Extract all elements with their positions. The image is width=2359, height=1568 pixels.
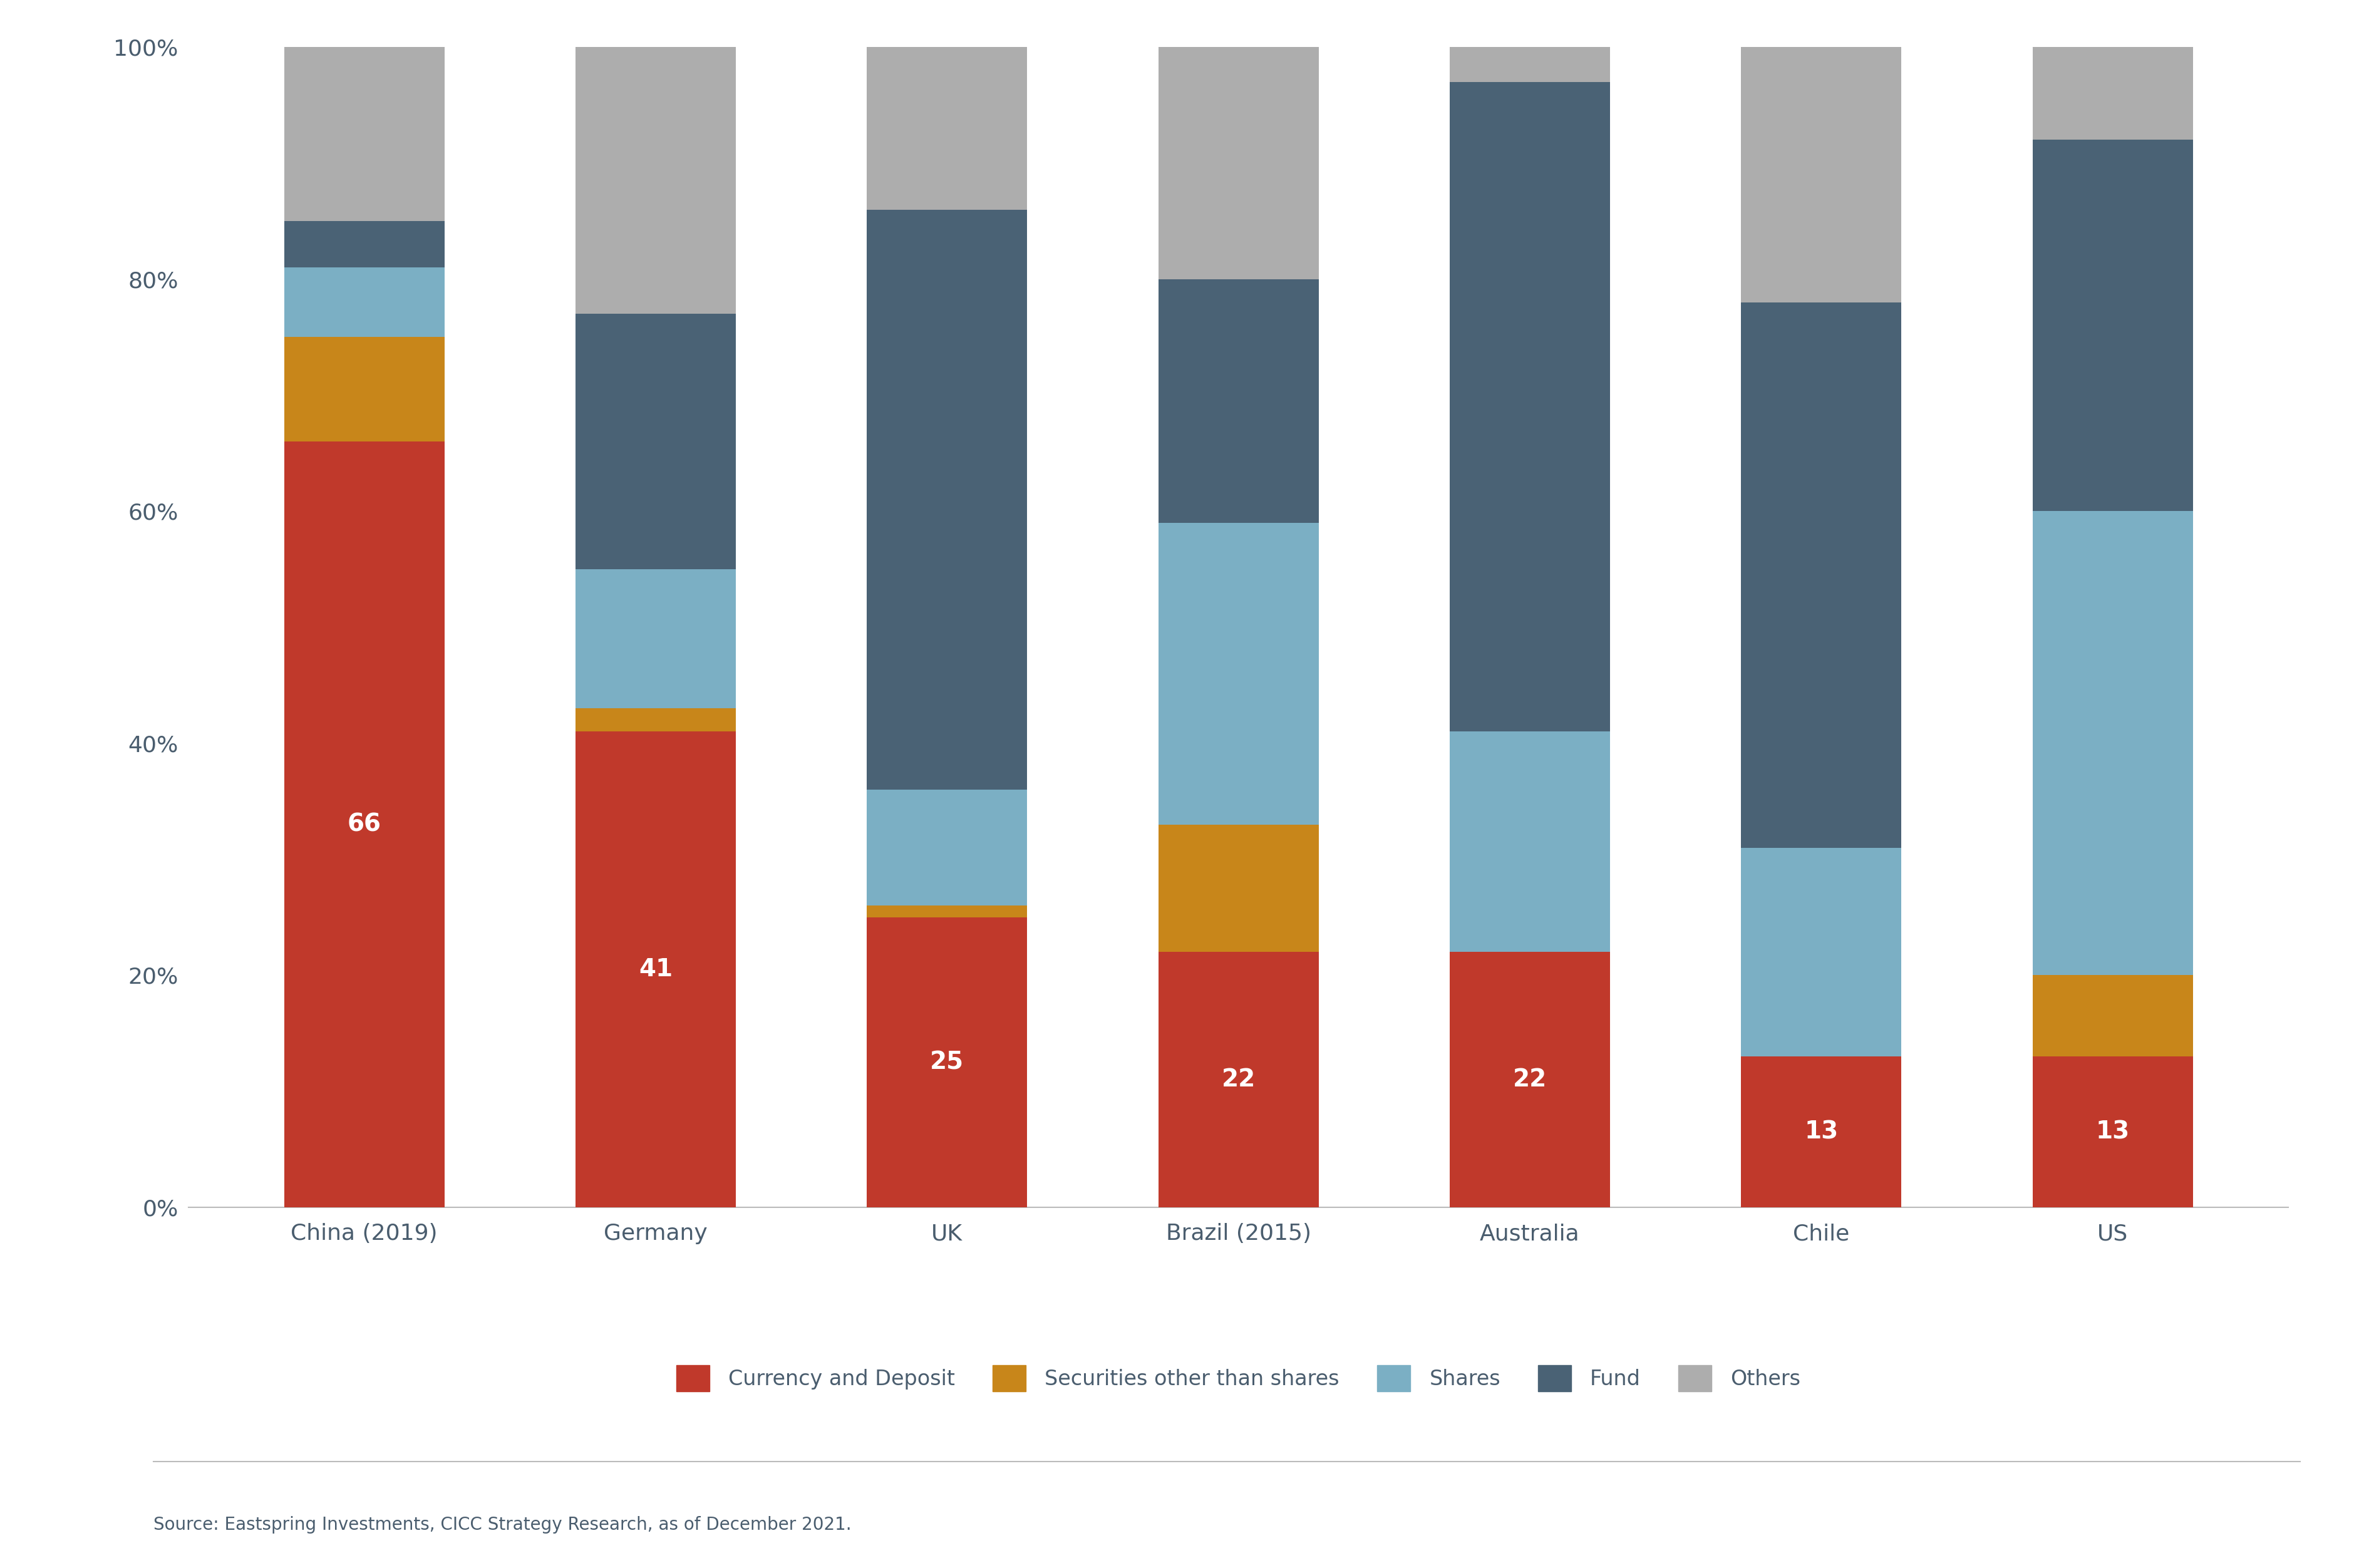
Bar <box>283 442 443 1207</box>
Text: 66: 66 <box>347 812 382 836</box>
Bar <box>868 906 1026 917</box>
Text: 22: 22 <box>1222 1068 1255 1091</box>
Bar <box>1158 825 1319 952</box>
Bar <box>1451 952 1609 1207</box>
Bar <box>2033 47 2194 140</box>
Bar <box>1741 303 1901 848</box>
Bar <box>283 337 443 442</box>
Bar <box>1741 1057 1901 1207</box>
Bar <box>1741 848 1901 1057</box>
Bar <box>1451 47 1609 82</box>
Bar <box>868 210 1026 790</box>
Bar <box>2033 511 2194 975</box>
Text: 13: 13 <box>2095 1120 2130 1143</box>
Bar <box>868 790 1026 906</box>
Text: 22: 22 <box>1512 1068 1548 1091</box>
Bar <box>1158 47 1319 279</box>
Bar <box>283 221 443 268</box>
Bar <box>283 47 443 221</box>
Bar <box>868 47 1026 210</box>
Bar <box>576 732 736 1207</box>
Bar <box>1451 82 1609 732</box>
Bar <box>1158 279 1319 522</box>
Bar <box>2033 1057 2194 1207</box>
Bar <box>576 709 736 732</box>
Bar <box>1741 47 1901 303</box>
Bar <box>2033 140 2194 511</box>
Bar <box>1451 732 1609 952</box>
Text: 13: 13 <box>1805 1120 1838 1143</box>
Bar <box>576 569 736 709</box>
Bar <box>1158 952 1319 1207</box>
Text: 41: 41 <box>639 958 672 982</box>
Legend: Currency and Deposit, Securities other than shares, Shares, Fund, Others: Currency and Deposit, Securities other t… <box>668 1356 1809 1400</box>
Bar <box>576 47 736 314</box>
Bar <box>283 268 443 337</box>
Bar <box>1158 522 1319 825</box>
Bar <box>576 314 736 569</box>
Bar <box>2033 975 2194 1057</box>
Text: Source: Eastspring Investments, CICC Strategy Research, as of December 2021.: Source: Eastspring Investments, CICC Str… <box>153 1516 852 1534</box>
Text: 25: 25 <box>929 1051 965 1074</box>
Bar <box>868 917 1026 1207</box>
